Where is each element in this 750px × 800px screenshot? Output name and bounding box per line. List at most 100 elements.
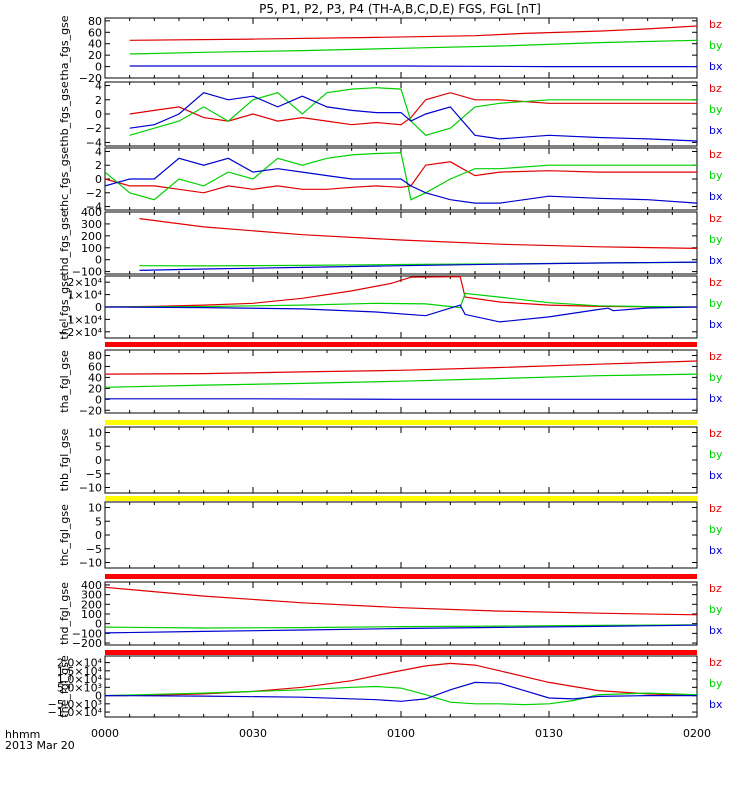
time-tick-label: 0030 [239,727,267,740]
y-tick-label: 40 [88,38,102,51]
y-tick-label: 200 [81,230,102,243]
legend-label-bz: bz [709,148,722,161]
time-tick-label: 0130 [535,727,563,740]
series-line-bx [129,92,697,142]
legend-label-by: by [709,523,723,536]
series-line-bz [129,25,697,41]
y-tick-label: 0 [95,301,102,314]
panel-the_fgl_gse: 2.0×10⁴1.5×10⁴1.0×10⁴5.0×10³0−5.0×10³−1.… [48,655,723,719]
y-tick-label: 20 [88,49,102,62]
legend-label-bx: bx [709,624,723,637]
legend-label-bz: bz [709,502,722,515]
data-availability-bar [105,574,697,579]
series-line-by [105,624,697,629]
y-tick-label: 20 [88,382,102,395]
y-tick-label: −1.0×10⁴ [48,706,103,719]
y-tick-label: 0 [95,454,102,467]
series-line-bz [105,360,697,375]
series-line-bz [129,92,697,126]
y-tick-label: 5 [95,515,102,528]
y-tick-label: −5 [86,468,102,481]
y-tick-label: 60 [88,360,102,373]
panel-thb_fgs_gse: 420−2−4 thb_fgs_gse bz by bx [58,80,723,150]
y-tick-label: 300 [81,218,102,231]
y-tick-label: 1.5×10⁴ [57,665,103,678]
y-tick-label: 400 [81,579,102,592]
legend-label-bz: bz [709,427,722,440]
y-tick-label: 2.0×10⁴ [57,657,103,670]
legend-label-by: by [709,103,723,116]
legend-label-bx: bx [709,60,723,73]
series-line-bx [105,157,697,204]
legend-label-by: by [709,233,723,246]
panel-frame [104,81,698,147]
y-tick-label: −4 [86,136,102,149]
time-axis: 0000 0030 0100 0130 0200 [91,727,711,740]
legend-label-bx: bx [709,318,723,331]
series-line-bz [105,276,697,308]
y-tick-label: 5.0×10³ [57,681,102,694]
y-tick-label: 0 [95,254,102,267]
y-tick-label: −10 [79,557,102,570]
y-tick-label: 2×10⁴ [67,276,102,289]
y-axis-label: the_fgl_gse [58,655,71,718]
y-tick-label: 300 [81,589,102,602]
y-tick-label: 60 [88,26,102,39]
y-tick-label: 2 [95,94,102,107]
legend-label-by: by [709,39,723,52]
series-line-bx [105,304,697,323]
y-axis-label: thb_fgl_gse [58,428,71,491]
panel-frame [104,501,698,569]
time-tick-label: 0200 [683,727,711,740]
legend-label-bx: bx [709,190,723,203]
panel-thc_fgs_gse: 420−2−4 thc_fgs_gse bz by bx [58,145,723,213]
legend-label-bx: bx [709,124,723,137]
data-availability-bar [105,496,697,501]
y-tick-label: 100 [81,608,102,621]
series-line-bz [139,218,697,249]
y-tick-label: 40 [88,371,102,384]
y-axis-label: tha_fgs_gse [58,15,71,80]
legend-label-by: by [709,169,723,182]
legend-label-bz: bz [709,82,722,95]
legend-label-by: by [709,448,723,461]
y-tick-label: −200 [72,637,102,650]
y-tick-label: −5 [86,543,102,556]
series-line-by [105,152,697,201]
y-tick-label: 4 [95,80,102,93]
time-axis-label-date: 2013 Mar 20 [5,739,75,752]
y-tick-label: −5.0×10³ [48,698,102,711]
y-axis-label: thc_fgs_gse [58,147,71,212]
data-availability-bars [105,342,697,655]
legend-label-bz: bz [709,582,722,595]
legend-label-by: by [709,297,723,310]
y-tick-label: 0 [95,61,102,74]
time-tick-label: 0000 [91,727,119,740]
legend-label-bz: bz [709,350,722,363]
series-line-by [105,292,697,309]
data-availability-bar [105,420,697,425]
time-tick-label: 0100 [387,727,415,740]
series-line-bz [105,662,697,697]
y-axis-label: thb_fgs_gse [58,81,71,147]
series-line-bx [139,261,697,271]
y-tick-label: 80 [88,349,102,362]
y-tick-label: 5 [95,440,102,453]
y-tick-label: −100 [72,627,102,640]
legend-label-bz: bz [709,656,722,669]
series-line-by [105,373,697,388]
data-availability-bar [105,650,697,655]
y-tick-label: 0 [95,108,102,121]
y-tick-label: 10 [88,502,102,515]
y-tick-label: −2×10⁴ [58,326,102,339]
y-tick-label: 10 [88,427,102,440]
y-axis-label: thc_fgl_gse [58,504,71,566]
panel-frame [104,655,698,718]
series-line-bx [129,65,697,68]
